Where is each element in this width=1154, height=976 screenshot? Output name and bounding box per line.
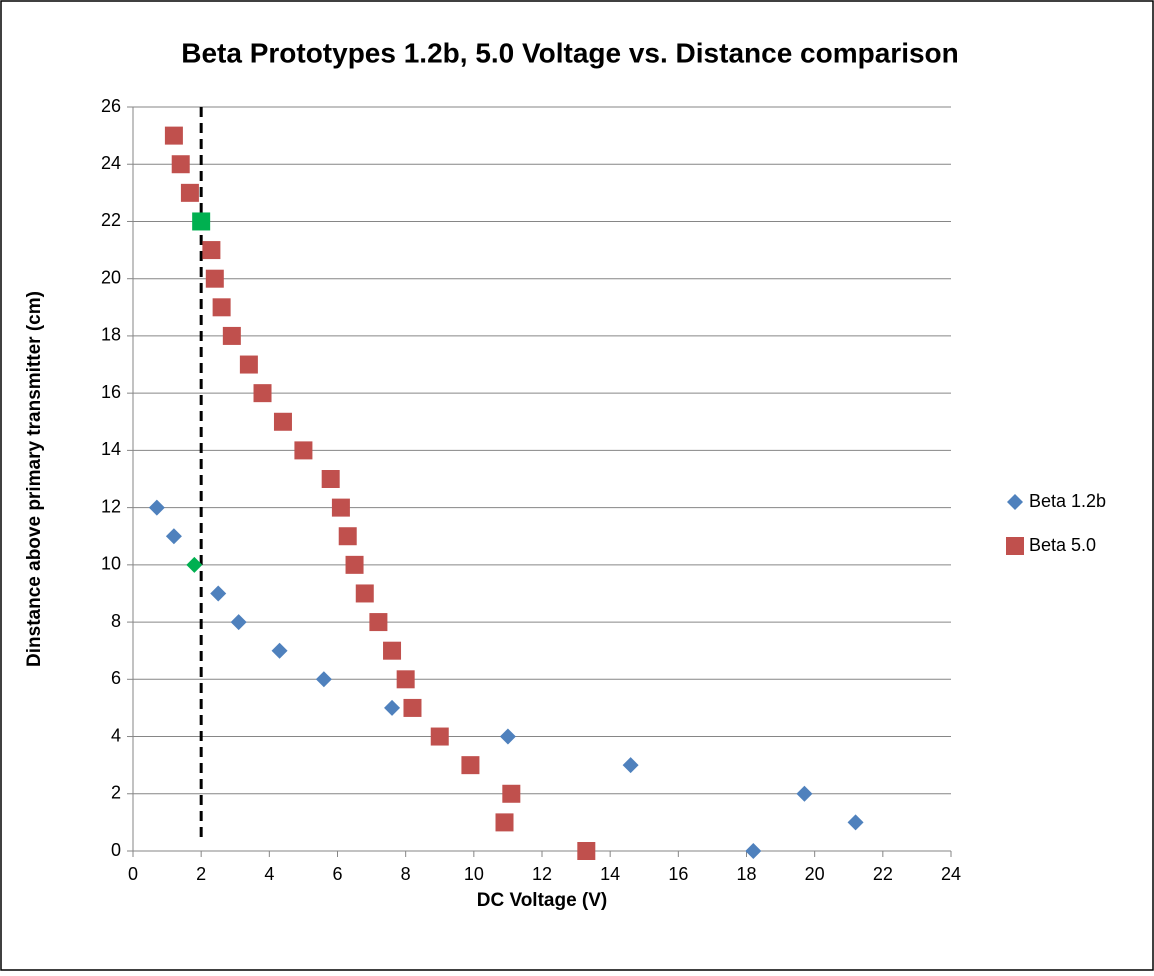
- y-tick-label: 22: [101, 210, 121, 230]
- x-tick-label: 0: [128, 864, 138, 884]
- point: [502, 784, 521, 803]
- y-tick-label: 2: [111, 783, 121, 803]
- point: [212, 298, 231, 317]
- point: [315, 671, 332, 688]
- y-tick-label: 4: [111, 725, 121, 745]
- legend-label: Beta 1.2b: [1029, 491, 1106, 511]
- point: [403, 698, 422, 717]
- point: [369, 613, 388, 632]
- x-tick-label: 12: [532, 864, 552, 884]
- y-axis-label: Dinstance above primary transmitter (cm): [24, 291, 45, 667]
- point: [165, 528, 182, 545]
- x-tick-label: 8: [401, 864, 411, 884]
- point: [847, 814, 864, 831]
- point: [796, 785, 813, 802]
- point: [745, 843, 762, 859]
- point: [171, 155, 190, 174]
- point: [222, 326, 241, 345]
- y-tick-label: 6: [111, 668, 121, 688]
- point: [180, 183, 199, 202]
- legend-swatch: [1007, 494, 1023, 510]
- x-tick-label: 20: [805, 864, 825, 884]
- point: [396, 670, 415, 689]
- point: [499, 728, 516, 745]
- x-axis-label: DC Voltage (V): [477, 890, 608, 911]
- point: [338, 527, 357, 546]
- x-tick-label: 18: [736, 864, 756, 884]
- point: [345, 555, 364, 574]
- point: [577, 842, 596, 860]
- point: [164, 126, 183, 145]
- point: [230, 614, 247, 631]
- y-tick-label: 20: [101, 267, 121, 287]
- point: [186, 556, 203, 573]
- point: [384, 699, 401, 716]
- y-tick-label: 0: [111, 840, 121, 860]
- point: [271, 642, 288, 659]
- chart-title: Beta Prototypes 1.2b, 5.0 Voltage vs. Di…: [181, 37, 959, 68]
- y-tick-label: 16: [101, 382, 121, 402]
- point: [210, 585, 227, 602]
- x-tick-label: 16: [668, 864, 688, 884]
- point: [461, 756, 480, 775]
- point: [192, 212, 211, 231]
- point: [331, 498, 350, 517]
- legend-label: Beta 5.0: [1029, 535, 1096, 555]
- point: [273, 412, 292, 431]
- x-tick-label: 4: [264, 864, 274, 884]
- point: [355, 584, 374, 603]
- y-tick-label: 12: [101, 496, 121, 516]
- x-tick-label: 22: [873, 864, 893, 884]
- point: [253, 384, 272, 403]
- x-tick-label: 2: [196, 864, 206, 884]
- y-tick-label: 14: [101, 439, 121, 459]
- point: [294, 441, 313, 460]
- x-tick-label: 14: [600, 864, 620, 884]
- point: [430, 727, 449, 746]
- point: [205, 269, 224, 288]
- x-tick-label: 6: [332, 864, 342, 884]
- x-tick-label: 10: [464, 864, 484, 884]
- point: [239, 355, 258, 374]
- point: [148, 499, 165, 516]
- x-tick-label: 24: [941, 864, 961, 884]
- y-tick-label: 26: [101, 96, 121, 116]
- point: [202, 241, 221, 260]
- point: [622, 757, 639, 774]
- legend-swatch: [1006, 537, 1024, 555]
- y-tick-label: 24: [101, 153, 121, 173]
- point: [495, 813, 514, 832]
- y-tick-label: 8: [111, 611, 121, 631]
- y-tick-label: 18: [101, 325, 121, 345]
- point: [383, 641, 402, 660]
- y-tick-label: 10: [101, 554, 121, 574]
- point: [321, 470, 340, 488]
